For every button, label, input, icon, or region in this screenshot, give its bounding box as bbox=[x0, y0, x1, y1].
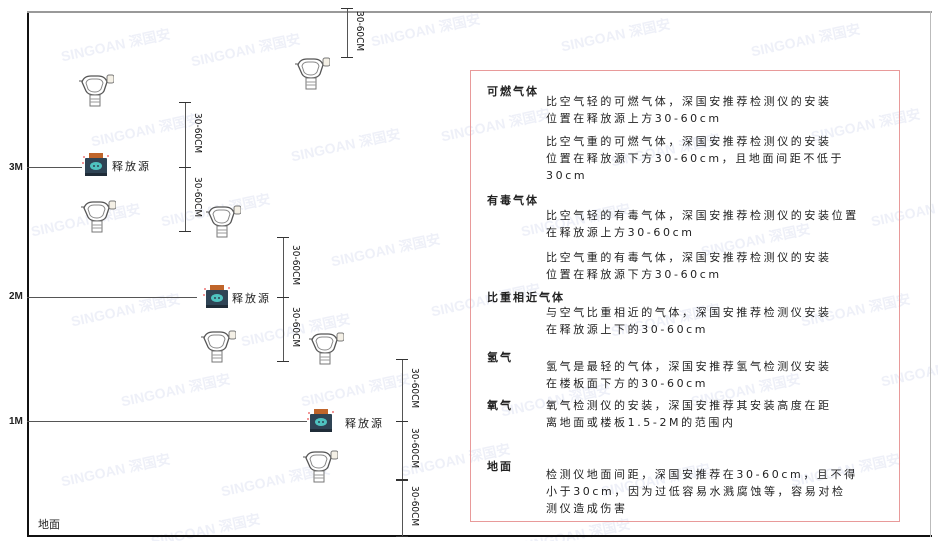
paragraph-line: 比空气轻的有毒气体，深国安推荐检测仪的安装位置 bbox=[546, 209, 859, 222]
dimension-tick bbox=[341, 57, 353, 58]
section-paragraph: 比空气轻的有毒气体，深国安推荐检测仪的安装位置 在释放源上方30-60cm bbox=[546, 207, 859, 241]
level-2m-line bbox=[27, 297, 197, 298]
dimension-line bbox=[402, 421, 403, 479]
release-source-label: 释放源 bbox=[345, 417, 384, 430]
paragraph-line: 测仪造成伤害 bbox=[546, 502, 628, 515]
paragraph-line: 在释放源上下的30-60cm bbox=[546, 323, 709, 336]
gas-detector-icon bbox=[80, 198, 117, 234]
dimension-line bbox=[283, 237, 284, 297]
dimension-line bbox=[402, 480, 403, 536]
paragraph-line: 位置在释放源下方30-60cm bbox=[546, 268, 722, 281]
paragraph-line: 检测仪地面间距，深国安推荐在30-60cm，且不得 bbox=[546, 468, 858, 481]
paragraph-line: 在释放源上方30-60cm bbox=[546, 226, 695, 239]
section-paragraph: 比空气轻的可燃气体，深国安推荐检测仪的安装 位置在释放源上方30-60cm bbox=[546, 93, 832, 127]
release-source-icon bbox=[82, 151, 110, 177]
paragraph-line: 在楼板面下方的30-60cm bbox=[546, 377, 709, 390]
section-paragraph: 氢气是最轻的气体，深国安推荐氢气检测仪安装 在楼板面下方的30-60cm bbox=[546, 358, 832, 392]
dimension-line bbox=[185, 102, 186, 167]
dimension-tick bbox=[396, 536, 408, 537]
watermark: SINGOAN 深国安 bbox=[329, 230, 442, 270]
section-title: 氢气 bbox=[487, 351, 513, 364]
paragraph-line: 比空气重的可燃气体，深国安推荐检测仪的安装 bbox=[546, 135, 832, 148]
release-source-label: 释放源 bbox=[112, 160, 151, 173]
dimension-line bbox=[185, 167, 186, 231]
paragraph-line: 比空气轻的可燃气体，深国安推荐检测仪的安装 bbox=[546, 95, 832, 108]
paragraph-line: 位置在释放源上方30-60cm bbox=[546, 112, 722, 125]
ceiling-line bbox=[27, 11, 932, 13]
dimension-label: 30-60CM bbox=[409, 368, 420, 409]
watermark: SINGOAN 深国安 bbox=[189, 30, 302, 70]
dimension-label: 30-60CM bbox=[354, 10, 365, 51]
dimension-label: 30-60CM bbox=[192, 177, 203, 218]
dimension-label: 30-60CM bbox=[290, 245, 301, 286]
section-title: 有毒气体 bbox=[487, 194, 539, 207]
watermark: SINGOAN 深国安 bbox=[119, 370, 232, 410]
dimension-tick bbox=[396, 421, 408, 422]
dimension-label: 30-60CM bbox=[409, 486, 420, 527]
ground-label: 地面 bbox=[38, 518, 60, 531]
release-source-label: 释放源 bbox=[232, 292, 271, 305]
section-paragraph: 比空气重的可燃气体，深国安推荐检测仪的安装 位置在释放源下方30-60cm，且地面… bbox=[546, 133, 844, 184]
section-title: 氧气 bbox=[487, 399, 513, 412]
gas-detector-icon bbox=[205, 203, 242, 239]
gas-detector-icon bbox=[78, 72, 115, 108]
paragraph-line: 30cm bbox=[546, 169, 588, 182]
release-source-icon bbox=[307, 407, 335, 433]
dimension-tick bbox=[179, 102, 191, 103]
watermark: SINGOAN 深国安 bbox=[59, 450, 172, 490]
paragraph-line: 位置在释放源下方30-60cm，且地面间距不低于 bbox=[546, 152, 845, 165]
dimension-tick bbox=[277, 237, 289, 238]
gas-detector-icon bbox=[294, 55, 331, 91]
dimension-tick bbox=[396, 359, 408, 360]
right-edge-line bbox=[930, 11, 931, 537]
paragraph-line: 与空气比重相近的气体，深国安推荐检测仪安装 bbox=[546, 306, 832, 319]
wall-line bbox=[27, 11, 29, 537]
paragraph-line: 氢气是最轻的气体，深国安推荐氢气检测仪安装 bbox=[546, 360, 832, 373]
paragraph-line: 小于30cm，因为过低容易水溅腐蚀等，容易对检 bbox=[546, 485, 846, 498]
gas-detector-icon bbox=[308, 330, 345, 366]
level-2m-label: 2M bbox=[9, 291, 23, 302]
dimension-tick bbox=[396, 480, 408, 481]
paragraph-line: 比空气重的有毒气体，深国安推荐检测仪的安装 bbox=[546, 251, 832, 264]
section-paragraph: 氧气检测仪的安装，深国安推荐其安装高度在距 离地面或楼板1.5-2M的范围内 bbox=[546, 397, 832, 431]
watermark: SINGOAN 深国安 bbox=[749, 20, 862, 60]
paragraph-line: 离地面或楼板1.5-2M的范围内 bbox=[546, 416, 736, 429]
section-title: 地面 bbox=[487, 460, 513, 473]
dimension-tick bbox=[277, 297, 289, 298]
dimension-tick bbox=[179, 231, 191, 232]
watermark: SINGOAN 深国安 bbox=[69, 290, 182, 330]
dimension-line bbox=[347, 8, 348, 57]
release-source-icon bbox=[203, 283, 231, 309]
guidance-panel: 可燃气体 比空气轻的可燃气体，深国安推荐检测仪的安装 位置在释放源上方30-60cm… bbox=[470, 70, 900, 522]
level-1m-label: 1M bbox=[9, 416, 23, 427]
section-paragraph: 检测仪地面间距，深国安推荐在30-60cm，且不得 小于30cm，因为过低容易水溅… bbox=[546, 466, 858, 517]
floor-line bbox=[27, 535, 932, 537]
watermark: SINGOAN 深国安 bbox=[59, 25, 172, 65]
level-3m-label: 3M bbox=[9, 162, 23, 173]
gas-detector-icon bbox=[302, 448, 339, 484]
dimension-tick bbox=[396, 479, 408, 480]
dimension-label: 30-60CM bbox=[409, 428, 420, 469]
dimension-label: 30-60CM bbox=[290, 307, 301, 348]
watermark: SINGOAN 深国安 bbox=[559, 15, 672, 55]
gas-detector-icon bbox=[200, 328, 237, 364]
dimension-tick bbox=[277, 361, 289, 362]
watermark: SINGOAN 深国安 bbox=[289, 125, 402, 165]
section-paragraph: 与空气比重相近的气体，深国安推荐检测仪安装 在释放源上下的30-60cm bbox=[546, 304, 832, 338]
dimension-line bbox=[283, 297, 284, 361]
paragraph-line: 氧气检测仪的安装，深国安推荐其安装高度在距 bbox=[546, 399, 832, 412]
level-3m-line bbox=[27, 167, 82, 168]
section-title: 比重相近气体 bbox=[487, 291, 565, 304]
section-title: 可燃气体 bbox=[487, 85, 539, 98]
dimension-line bbox=[402, 359, 403, 421]
dimension-label: 30-60CM bbox=[192, 112, 203, 153]
section-paragraph: 比空气重的有毒气体，深国安推荐检测仪的安装 位置在释放源下方30-60cm bbox=[546, 249, 832, 283]
watermark: SINGOAN 深国安 bbox=[299, 370, 412, 410]
dimension-tick bbox=[179, 167, 191, 168]
watermark: SINGOAN 深国安 bbox=[369, 10, 482, 50]
level-1m-line bbox=[27, 421, 307, 422]
dimension-tick bbox=[341, 8, 353, 9]
